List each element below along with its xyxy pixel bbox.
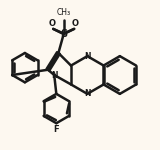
Text: O: O [49,19,56,28]
Text: N: N [51,70,57,80]
Text: CH₃: CH₃ [57,8,71,17]
Text: S: S [60,29,67,39]
Text: N: N [84,89,91,98]
Text: N: N [84,52,91,61]
Text: O: O [72,19,79,28]
Text: F: F [53,125,59,134]
